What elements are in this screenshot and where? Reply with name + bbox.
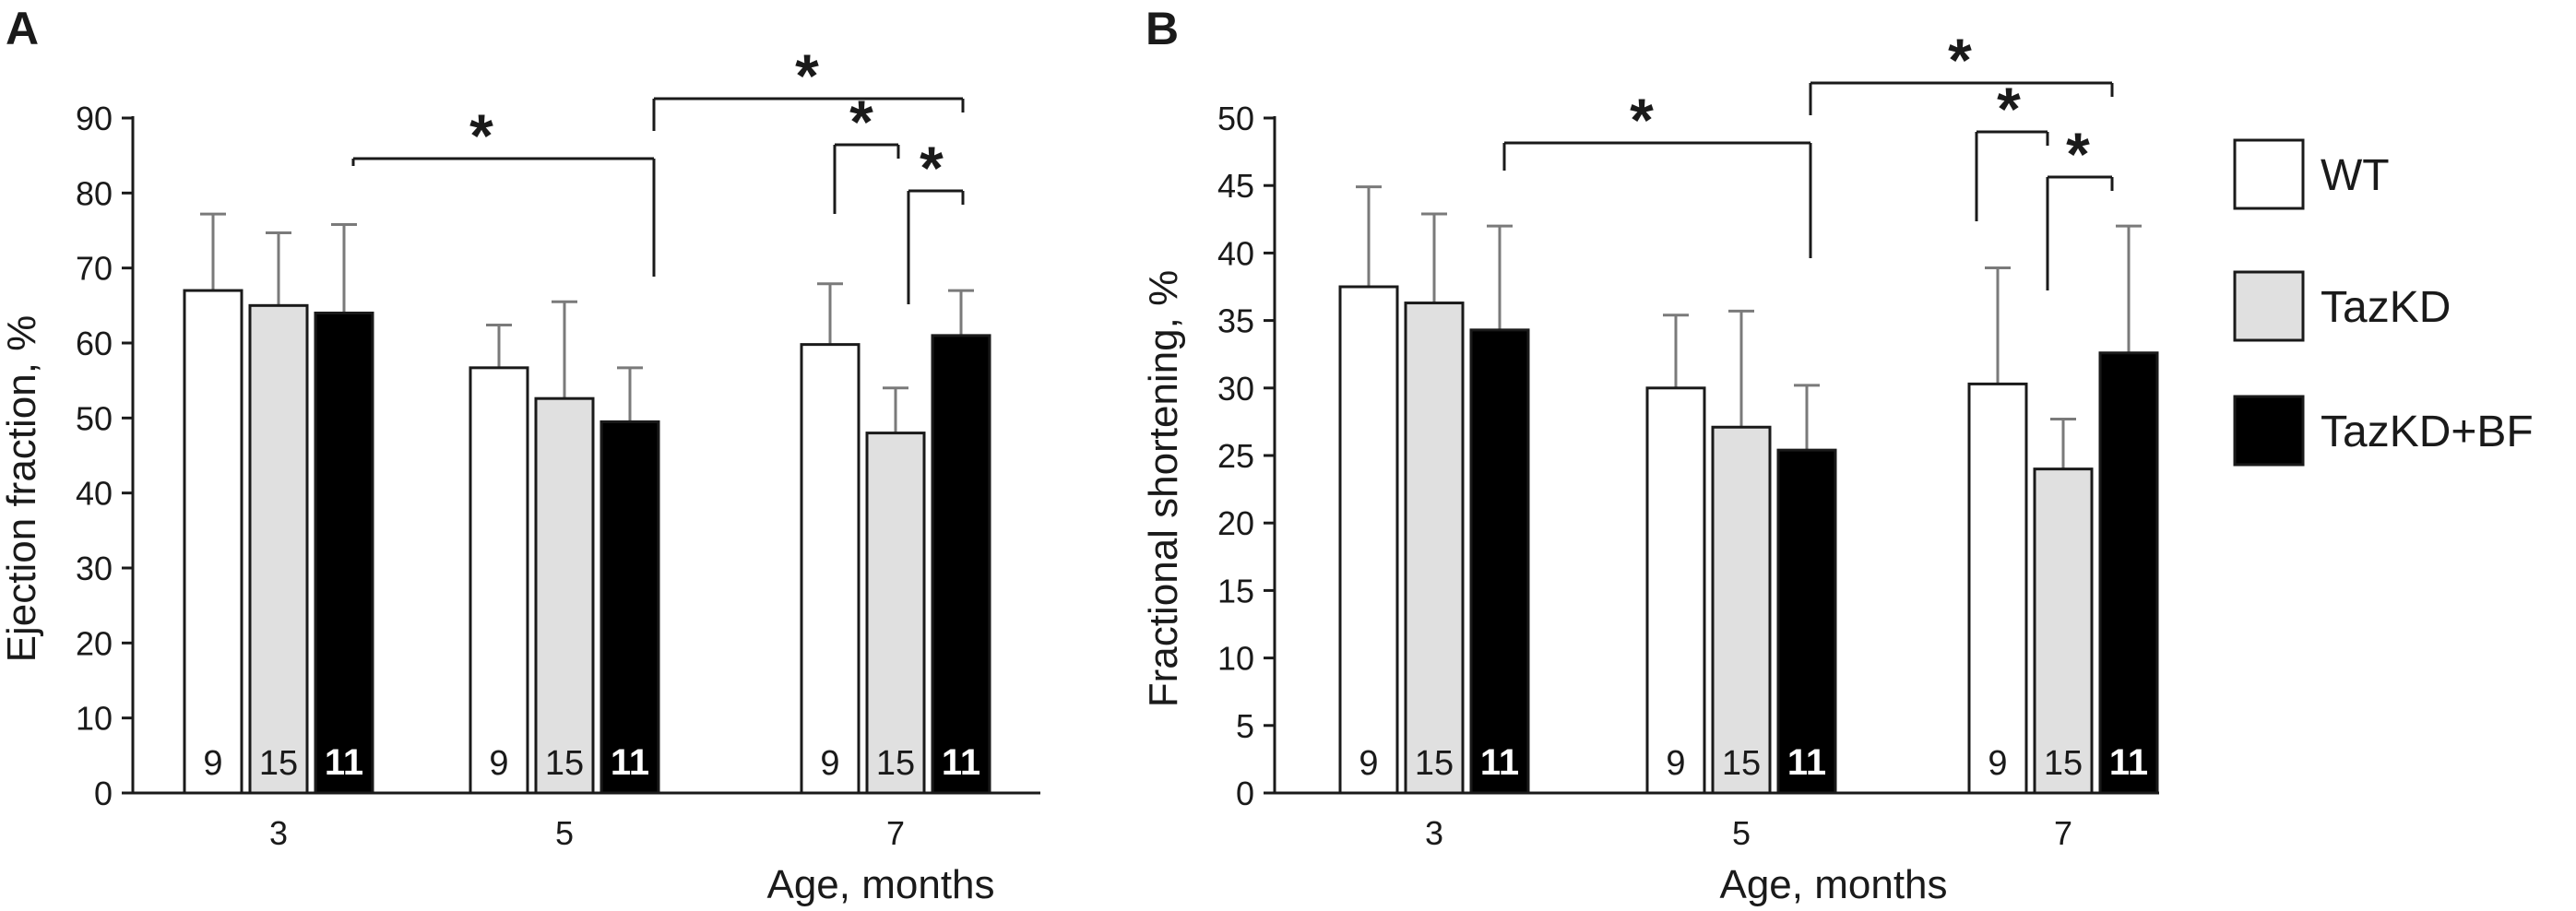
panel-letter-a: A <box>6 3 39 54</box>
panel-a-bar <box>469 366 529 795</box>
panel-b-bar <box>1776 448 1837 795</box>
panel-a-sig-star: * <box>849 88 873 156</box>
panel-a-n-label: 15 <box>259 744 298 783</box>
panel-a-bar <box>865 432 926 795</box>
panel-a-xtick-label: 5 <box>555 814 574 852</box>
legend-swatch-wt <box>2233 138 2305 210</box>
panel-b-ytick-label: 20 <box>1217 504 1254 542</box>
panel-a-ytick-label: 80 <box>76 174 113 212</box>
panel-b-bar <box>1404 302 1465 795</box>
panel-b-xtick-label: 3 <box>1425 814 1443 852</box>
panel-b-xtick-label: 5 <box>1732 814 1751 852</box>
panel-b-bar <box>1469 328 1530 795</box>
panel-b-xtick-label: 7 <box>2054 814 2072 852</box>
panel-b-ytick-label: 15 <box>1217 572 1254 609</box>
panel-b-ytick-label: 25 <box>1217 437 1254 475</box>
panel-b-ytick-label: 10 <box>1217 640 1254 678</box>
panel-a-n-label: 9 <box>820 744 839 783</box>
panel-b-n-label: 15 <box>1722 744 1761 783</box>
panel-a: 0 10 20 30 40 50 60 70 80 90 9 9 9 15 15 15 11 11 11 3 5 7 * * *… <box>76 41 1040 852</box>
panel-b-bar <box>2098 351 2159 795</box>
panel-b-n-label: 15 <box>1415 744 1454 783</box>
panel-b-sig-star: * <box>1997 75 2021 143</box>
panel-a-n-label: 9 <box>489 744 508 783</box>
legend-label-tazkd: TazKD <box>2321 283 2451 332</box>
panel-b-n-label: 11 <box>1787 742 1826 783</box>
panel-a-n-label: 15 <box>876 744 915 783</box>
panel-b-n-label: 15 <box>2044 744 2083 783</box>
panel-a-ytick-label: 70 <box>76 250 113 288</box>
panel-b-n-label: 9 <box>1988 744 2007 783</box>
panel-b-ytick-label: 30 <box>1217 370 1254 408</box>
panel-a-ytick-label: 60 <box>76 325 113 362</box>
panel-a-ytick-label: 20 <box>76 624 113 662</box>
panel-b-n-label: 11 <box>2109 742 2148 783</box>
panel-letter-b: B <box>1146 3 1179 54</box>
panel-b-sig-star: * <box>1630 86 1654 154</box>
panel-a-xtick-label: 3 <box>269 814 288 852</box>
panel-a-n-label: 11 <box>942 742 980 783</box>
panel-a-ytick-label: 10 <box>76 700 113 738</box>
panel-a-ytick-label: 30 <box>76 550 113 587</box>
panel-b-ytick-label: 0 <box>1236 775 1254 812</box>
panel-a-bar <box>800 343 861 795</box>
panel-b-n-label: 9 <box>1359 744 1378 783</box>
panel-a-n-label: 11 <box>611 742 649 783</box>
panel-a-ytick-label: 50 <box>76 399 113 437</box>
panel-a-bar <box>599 420 660 795</box>
panel-b-n-label: 9 <box>1666 744 1685 783</box>
panel-a-ytick-label: 0 <box>94 775 113 812</box>
panel-b-bar <box>1338 285 1399 795</box>
panel-a-xtick-label: 7 <box>886 814 905 852</box>
panel-b-bar <box>1967 382 2028 795</box>
panel-b-n-label: 11 <box>1480 742 1519 783</box>
panel-a-sig-star: * <box>469 101 493 170</box>
legend-swatch-tazkd-bf <box>2233 395 2305 467</box>
panel-a-bar <box>248 303 309 795</box>
panel-b-bar <box>1645 386 1706 795</box>
panel-a-ylabel: Ejection fraction, % <box>0 315 44 663</box>
panel-a-ytick-label: 90 <box>76 100 113 137</box>
panel-a-sig-star: * <box>795 41 819 110</box>
panel-b-bar <box>2033 467 2094 795</box>
legend: WT TazKD TazKD+BF <box>2233 138 2534 467</box>
panel-a-bar <box>534 396 595 795</box>
panel-b-ytick-label: 50 <box>1217 100 1254 137</box>
panel-a-xlabel: Age, months <box>766 862 994 907</box>
panel-b-ytick-label: 35 <box>1217 302 1254 340</box>
panel-a-bar <box>183 289 243 795</box>
panel-a-ytick-label: 40 <box>76 475 113 513</box>
panel-b-bar <box>1711 425 1772 795</box>
legend-label-wt: WT <box>2321 151 2390 200</box>
panel-a-sig-star: * <box>920 134 944 202</box>
panel-b-ylabel: Fractional shortening, % <box>1141 270 1186 707</box>
panel-a-n-label: 11 <box>325 742 363 783</box>
legend-label-tazkd-bf: TazKD+BF <box>2321 408 2534 456</box>
legend-swatch-tazkd <box>2233 270 2305 342</box>
panel-b-sig-star: * <box>2066 120 2090 188</box>
panel-a-bar <box>314 311 374 795</box>
panel-a-bar <box>931 334 991 795</box>
panel-b-ytick-label: 40 <box>1217 234 1254 272</box>
panel-a-n-label: 15 <box>545 744 584 783</box>
panel-b-sig-star: * <box>1948 26 1972 94</box>
panel-b-ytick-label: 45 <box>1217 167 1254 205</box>
panel-a-n-label: 9 <box>203 744 222 783</box>
panel-b-xlabel: Age, months <box>1719 862 1947 907</box>
panel-b-ytick-label: 5 <box>1236 707 1254 745</box>
